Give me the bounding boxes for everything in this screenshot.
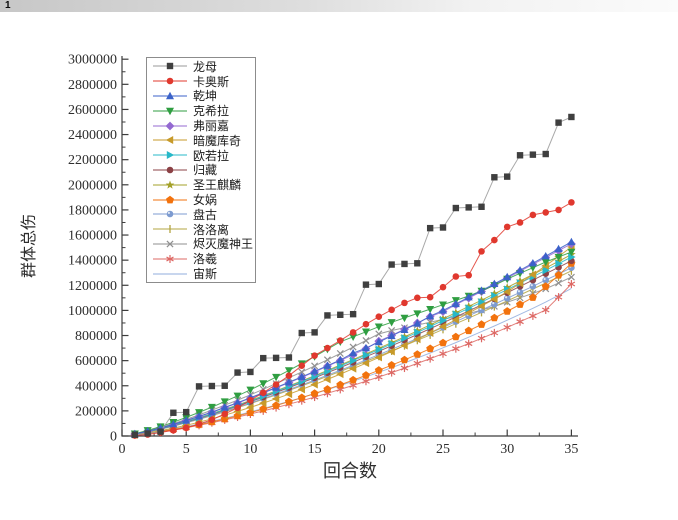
legend-item-5: 暗魔库奇: [152, 133, 253, 148]
y-tick-label: 1800000: [68, 203, 117, 218]
legend-marker-triangle-down: [153, 107, 187, 115]
y-tick-label: 2800000: [68, 78, 117, 93]
legend-marker-triangle-up: [153, 91, 187, 100]
legend-item-4: 弗丽嘉: [152, 119, 253, 133]
legend-item-2: 乾坤: [152, 89, 253, 103]
legend-label: 洛洛离: [193, 222, 230, 237]
x-axis-title: 回合数: [323, 461, 377, 481]
legend-item-13: 洛羲: [152, 252, 253, 266]
top-bar: 1: [0, 0, 678, 12]
x-axis-ticks: 0 5 10 15 20 25 30 35: [119, 429, 578, 457]
x-tick-label: 5: [183, 442, 190, 457]
legend-label: 宙斯: [193, 267, 218, 282]
y-tick-label: 200000: [75, 404, 117, 419]
legend-item-12: 烬灭魔神王: [152, 237, 253, 251]
legend-marker-vline: [153, 225, 187, 234]
x-tick-label: 0: [119, 442, 126, 457]
y-tick-label: 1400000: [68, 254, 117, 269]
legend-marker-star: [153, 180, 187, 189]
legend-label: 弗丽嘉: [193, 119, 230, 134]
legend-label: 卡奥斯: [193, 74, 230, 89]
legend-marker-circle: [153, 77, 187, 85]
y-tick-label: 3000000: [68, 53, 117, 68]
series-龙母: [131, 113, 575, 438]
legend-label: 女娲: [193, 193, 218, 208]
x-tick-label: 15: [308, 442, 322, 457]
y-tick-label: 800000: [75, 329, 117, 344]
y-tick-label: 2200000: [68, 153, 117, 168]
x-tick-label: 35: [564, 442, 578, 457]
legend-marker-x: [153, 240, 187, 248]
x-tick-label: 20: [372, 442, 386, 457]
chart-legend: 龙母 卡奥斯 乾坤 克希拉 弗丽嘉 暗魔库奇 欧若拉 归藏 圣王麒麟 女娲 盘古 洛洛离 烬灭魔神王 洛羲…: [146, 57, 256, 283]
legend-label: 暗魔库奇: [193, 133, 242, 148]
legend-label: 烬灭魔神王: [192, 237, 253, 252]
legend-label: 欧若拉: [193, 148, 230, 163]
legend-marker-triangle-right: [153, 151, 187, 160]
legend-item-14: 宙斯: [152, 267, 253, 281]
x-tick-label: 30: [500, 442, 514, 457]
legend-label: 归藏: [193, 163, 218, 178]
page-number-badge: 1: [5, 0, 11, 11]
y-tick-label: 0: [110, 430, 117, 445]
y-tick-label: 1200000: [68, 279, 117, 294]
y-axis-title: 群体总伤: [20, 214, 38, 278]
y-tick-label: 400000: [75, 379, 117, 394]
legend-label: 洛羲: [193, 252, 218, 267]
legend-marker-asterisk: [153, 254, 187, 263]
x-tick-label: 10: [243, 442, 257, 457]
legend-item-8: 圣王麒麟: [152, 178, 253, 192]
legend-item-0: 龙母: [152, 59, 253, 74]
y-tick-label: 2000000: [68, 178, 117, 193]
legend-item-3: 克希拉: [152, 104, 253, 118]
x-tick-label: 25: [436, 442, 450, 457]
legend-item-11: 洛洛离: [152, 222, 253, 237]
y-tick-label: 2400000: [68, 128, 117, 143]
legend-marker-sphere: [153, 211, 187, 218]
y-axis-ticks: 0 200000 400000 600000 800000 1000000 1200000 1…: [68, 53, 129, 445]
legend-item-7: 归藏: [152, 163, 253, 177]
y-tick-label: 1000000: [68, 304, 117, 319]
legend-label: 克希拉: [193, 104, 230, 119]
legend-label: 乾坤: [193, 89, 218, 104]
legend-marker-triangle-left: [153, 136, 187, 145]
legend-label: 圣王麒麟: [193, 178, 242, 193]
y-tick-label: 600000: [75, 354, 117, 369]
legend-marker-diamond: [153, 121, 187, 130]
y-tick-label: 1600000: [68, 229, 117, 244]
legend-item-9: 女娲: [152, 193, 253, 207]
legend-label: 龙母: [193, 59, 218, 74]
legend-marker-pentagon: [153, 195, 187, 203]
legend-marker-none: [153, 273, 187, 275]
legend-item-6: 欧若拉: [152, 148, 253, 163]
legend-marker-square: [153, 63, 187, 70]
legend-item-10: 盘古: [152, 207, 253, 222]
legend-label: 盘古: [193, 207, 218, 222]
y-tick-label: 2600000: [68, 103, 117, 118]
legend-marker-circle: [153, 166, 187, 174]
legend-item-1: 卡奥斯: [152, 74, 253, 89]
